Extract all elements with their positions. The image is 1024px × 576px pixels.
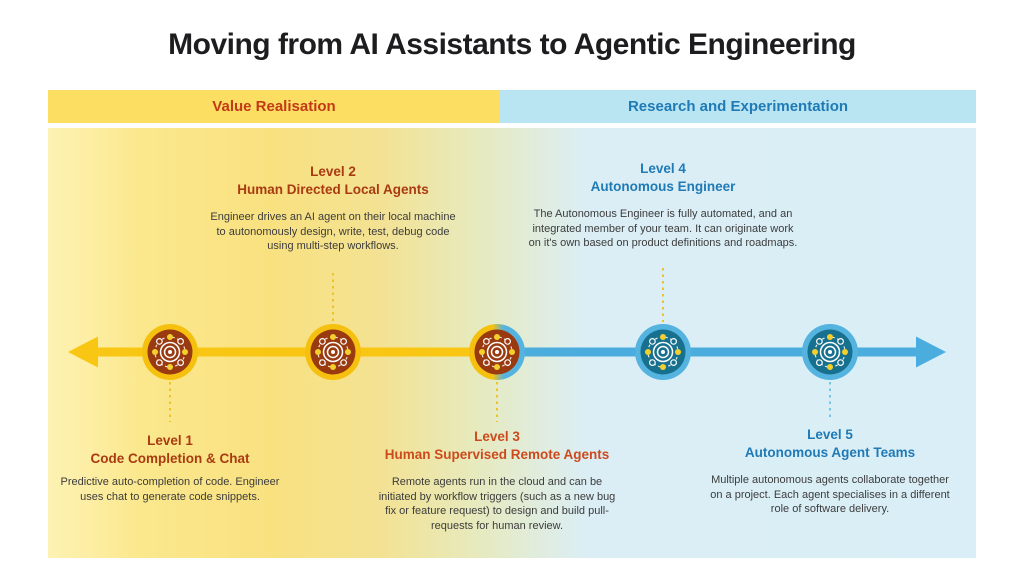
level-1-name: Code Completion & Chat — [90, 450, 250, 466]
arrow-left-icon — [68, 336, 98, 368]
level-4-name: Autonomous Engineer — [590, 178, 736, 194]
level-5-description: Multiple autonomous agents collaborate t… — [710, 474, 950, 516]
arrow-right-icon — [916, 336, 946, 368]
agent-network-icon — [151, 333, 189, 371]
agent-network-icon — [314, 333, 352, 371]
level-3-name: Human Supervised Remote Agents — [384, 446, 610, 462]
level-5-label: Level 5 — [807, 427, 853, 442]
phase-label-value: Value Realisation — [212, 98, 336, 115]
agent-network-icon — [811, 333, 849, 371]
level-5-name: Autonomous Agent Teams — [744, 444, 916, 460]
agent-network-icon — [644, 333, 682, 371]
page-title: Moving from AI Assistants to Agentic Eng… — [168, 28, 856, 61]
level-4-block: Level 4 Autonomous Engineer The Autonomo… — [526, 160, 800, 251]
level-2-label: Level 2 — [310, 164, 356, 179]
level-5-block: Level 5 Autonomous Agent Teams Multiple … — [705, 426, 955, 517]
diagram-panel: Level 1 Code Completion & Chat Predictiv… — [48, 128, 976, 558]
level-1-label: Level 1 — [147, 433, 193, 448]
timeline-axis-blue — [497, 347, 916, 357]
phase-band-research-experimentation: Research and Experimentation — [500, 90, 976, 123]
level-2-description: Engineer drives an AI agent on their loc… — [210, 211, 456, 253]
phase-label-research: Research and Experimentation — [627, 98, 849, 115]
level-2-node — [305, 324, 361, 380]
level-3-block: Level 3 Human Supervised Remote Agents R… — [374, 428, 620, 533]
level-5-node — [802, 324, 858, 380]
level-3-label: Level 3 — [474, 429, 520, 444]
timeline-axis-yellow — [94, 347, 497, 357]
level-1-block: Level 1 Code Completion & Chat Predictiv… — [60, 432, 280, 504]
level-3-node — [469, 324, 525, 380]
phase-band-value-realisation: Value Realisation — [48, 90, 500, 123]
agent-network-icon — [478, 333, 516, 371]
level-4-description: The Autonomous Engineer is fully automat… — [528, 208, 798, 250]
timeline-graphic — [68, 268, 946, 422]
phase-header-row: Value Realisation Research and Experimen… — [48, 90, 976, 123]
level-4-node — [635, 324, 691, 380]
level-1-node — [142, 324, 198, 380]
level-2-block: Level 2 Human Directed Local Agents Engi… — [208, 163, 458, 254]
level-1-description: Predictive auto-completion of code. Engi… — [60, 476, 280, 503]
level-3-description: Remote agents run in the cloud and can b… — [378, 476, 616, 532]
level-4-label: Level 4 — [640, 161, 686, 176]
level-2-name: Human Directed Local Agents — [237, 181, 429, 197]
